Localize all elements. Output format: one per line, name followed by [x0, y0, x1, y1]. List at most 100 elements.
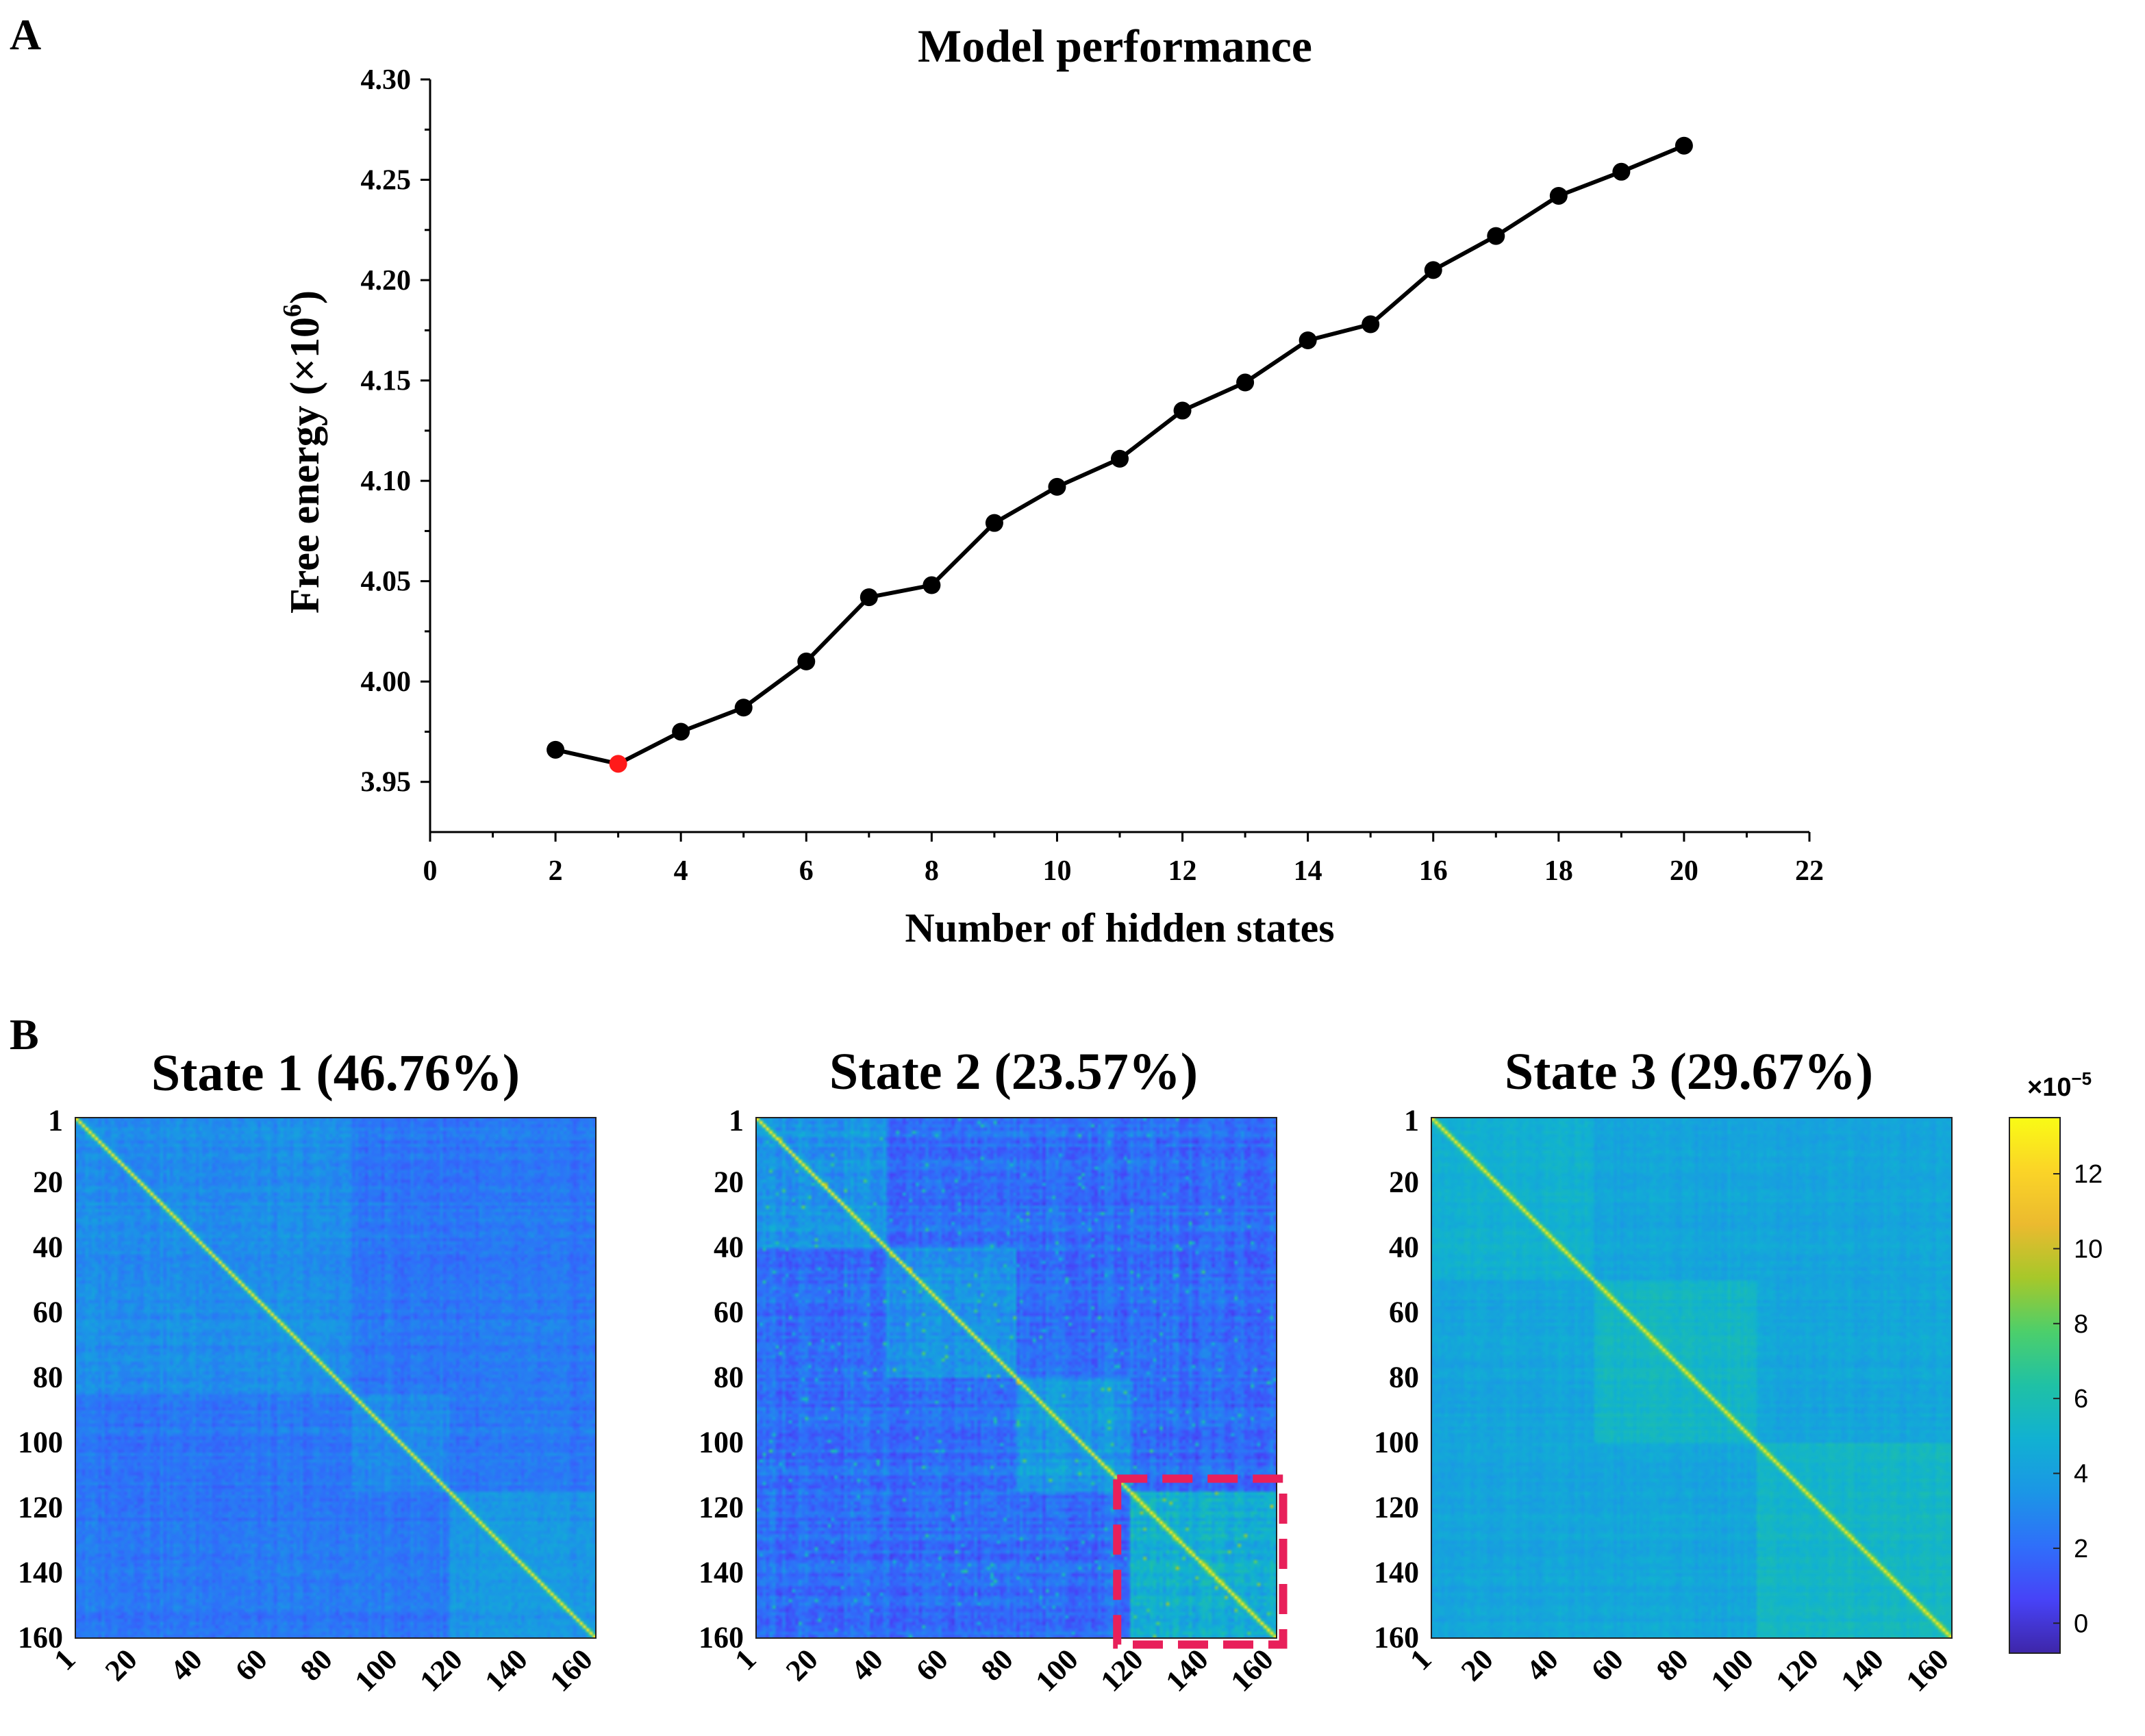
matrix-3-x-tick: 160 — [1899, 1642, 1955, 1698]
data-point — [985, 514, 1003, 532]
y-tick-label: 4.00 — [361, 666, 412, 698]
matrix-3-y-tick: 60 — [1389, 1296, 1419, 1329]
line-chart: 3.95 4.00 4.05 4.10 4.15 4.20 4.25 4.30 0 2 4 6 8 10… — [361, 64, 1824, 887]
x-tick-label: 0 — [423, 855, 438, 887]
matrix-3-x-tick: 60 — [1585, 1642, 1630, 1687]
data-point — [1424, 261, 1442, 279]
x-tick-label: 18 — [1544, 855, 1573, 887]
matrix-1-y-tick: 1 — [48, 1103, 63, 1137]
matrix-1-y-tick: 80 — [33, 1361, 63, 1394]
y-tick-label: 4.05 — [361, 566, 412, 598]
colorbar-tick-label: 8 — [2074, 1310, 2088, 1339]
colorbar-tick-label: 2 — [2074, 1535, 2088, 1563]
matrix-2-x-tick: 140 — [1159, 1642, 1214, 1698]
matrix-1-y-tick: 40 — [33, 1231, 63, 1264]
x-tick-label: 20 — [1670, 855, 1698, 887]
x-tick-label: 22 — [1795, 855, 1824, 887]
matrix-3-x-tick: 120 — [1769, 1642, 1824, 1698]
matrix-title-2: State 2 (23.57%) — [829, 1043, 1198, 1100]
data-point — [547, 740, 565, 759]
data-point — [672, 722, 690, 741]
matrix-2-y-tick: 60 — [714, 1296, 744, 1329]
matrix-3-y-tick: 140 — [1374, 1556, 1419, 1589]
matrix-1-x-tick: 120 — [413, 1642, 468, 1698]
matrix-3-x-tick: 20 — [1455, 1642, 1500, 1687]
highlight-box — [1113, 1474, 1288, 1649]
data-point — [734, 699, 753, 717]
matrix-2-x-tick: 120 — [1094, 1642, 1149, 1698]
x-axis-label: Number of hidden states — [905, 905, 1334, 951]
matrix-2 — [756, 1118, 1277, 1638]
colorbar: 0 2 4 6 8 10 12 — [2009, 1117, 2103, 1654]
y-tick-label: 4.20 — [361, 265, 412, 297]
matrix-1-y-tick: 160 — [18, 1621, 63, 1655]
matrix-2-y-tick: 120 — [699, 1491, 744, 1524]
matrix-3-y-tick: 80 — [1389, 1361, 1419, 1394]
matrix-2-x-tick: 100 — [1029, 1642, 1084, 1698]
matrix-2-x-tick: 20 — [779, 1642, 825, 1687]
y-tick-label: 4.25 — [361, 165, 412, 197]
matrix-1-x-tick: 160 — [543, 1642, 599, 1698]
matrix-2-x-tick: 80 — [975, 1642, 1020, 1687]
panel-label-a: A — [10, 10, 41, 59]
matrix-2-y-tick: 100 — [699, 1426, 744, 1459]
colorbar-tick-label: 0 — [2074, 1609, 2088, 1638]
matrix-3-y-tick: 1 — [1404, 1103, 1419, 1137]
y-axis-label-exponent: 6 — [278, 304, 307, 317]
matrix-2-x-tick: 40 — [844, 1642, 890, 1687]
matrix-title-3: State 3 (29.67%) — [1505, 1043, 1873, 1100]
matrix-1-y-tick: 20 — [33, 1166, 63, 1199]
data-point — [1111, 449, 1129, 468]
y-tick-label: 3.95 — [361, 767, 412, 798]
matrix-2-y-tick: 1 — [729, 1103, 744, 1137]
chart-title: Model performance — [918, 20, 1312, 72]
data-point — [1236, 373, 1255, 392]
data-point — [860, 588, 878, 607]
matrix-title-1: State 1 (46.76%) — [151, 1044, 520, 1102]
data-point — [797, 652, 816, 670]
data-point — [1362, 315, 1380, 334]
y-axis-label-text: Free energy (×10 — [282, 317, 327, 614]
panel-label-b: B — [10, 1010, 39, 1059]
matrix-1-x-tick: 40 — [164, 1642, 209, 1687]
data-point — [1674, 136, 1693, 155]
x-tick-label: 4 — [674, 855, 688, 887]
x-tick-label: 8 — [925, 855, 939, 887]
y-tick-label: 4.30 — [361, 64, 412, 96]
x-tick-label: 10 — [1042, 855, 1071, 887]
matrix-2-x-tick: 60 — [910, 1642, 955, 1687]
y-tick-label: 4.10 — [361, 466, 412, 497]
matrix-3-y-tick: 20 — [1389, 1166, 1419, 1199]
matrices — [75, 1117, 1953, 1639]
matrix-2-y-tick: 80 — [714, 1361, 744, 1394]
data-point — [1549, 186, 1568, 205]
matrix-3-y-tick: 40 — [1389, 1231, 1419, 1264]
data-point — [1487, 227, 1505, 245]
y-axis-label-close: ) — [282, 290, 327, 304]
matrix-3-x-tick: 40 — [1520, 1642, 1565, 1687]
matrix-2-y-tick: 20 — [714, 1166, 744, 1199]
y-ticks: 3.95 4.00 4.05 4.10 4.15 4.20 4.25 4.30 — [361, 64, 430, 798]
y-tick-label: 4.15 — [361, 366, 412, 397]
colorbar-tick-label: 10 — [2074, 1235, 2103, 1263]
matrix-frame-2 — [755, 1117, 1277, 1639]
matrix-1-x-tick: 100 — [348, 1642, 403, 1698]
matrix-2-x-tick: 160 — [1224, 1642, 1279, 1698]
colorbar-tick-label: 12 — [2074, 1160, 2103, 1189]
matrix-1-y-tick: 100 — [18, 1426, 63, 1459]
data-point — [1299, 331, 1317, 349]
y-axis-label: Free energy (×106) — [278, 290, 327, 614]
matrix-1-x-tick: 80 — [294, 1642, 339, 1687]
matrix-3-x-tick: 140 — [1834, 1642, 1890, 1698]
x-ticks: 0 2 4 6 8 10 12 14 16 18 20 22 — [423, 832, 1824, 887]
x-tick-label: 2 — [549, 855, 563, 887]
matrix-3-y-tick: 120 — [1374, 1491, 1419, 1524]
matrix-1-x-tick: 140 — [478, 1642, 534, 1698]
matrix-frame-1 — [75, 1117, 597, 1639]
matrix-1-x-tick: 20 — [99, 1642, 144, 1687]
data-point-highlight — [609, 755, 627, 773]
x-tick-label: 14 — [1294, 855, 1322, 887]
matrix-3-y-tick: 100 — [1374, 1426, 1419, 1459]
matrix-1-y-tick: 140 — [18, 1556, 63, 1589]
matrix-3-y-tick: 160 — [1374, 1621, 1419, 1655]
